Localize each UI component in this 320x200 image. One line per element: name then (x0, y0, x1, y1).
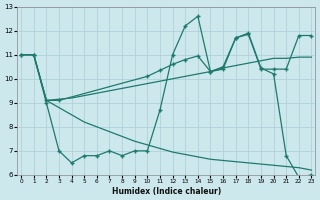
X-axis label: Humidex (Indice chaleur): Humidex (Indice chaleur) (112, 187, 221, 196)
